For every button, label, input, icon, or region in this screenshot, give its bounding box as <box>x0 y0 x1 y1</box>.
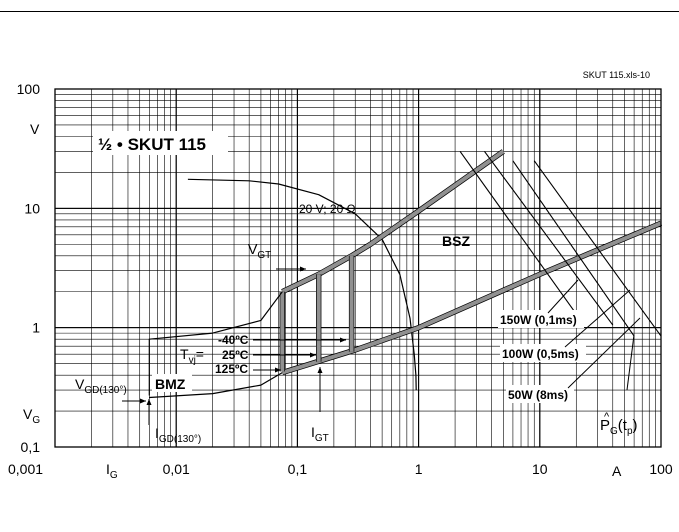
series-bsz_upper <box>281 149 505 294</box>
temp-label-25: 25ºC <box>222 348 249 362</box>
series-vgd_line <box>149 372 283 399</box>
series-pg50 <box>512 160 635 337</box>
series-layer <box>148 149 663 399</box>
temp-label-125: 125ºC <box>215 362 248 376</box>
y-unit: V <box>30 121 40 137</box>
x-tick-label: 1 <box>415 461 423 477</box>
doc-ref: SKUT 115.xls-10 <box>583 70 650 80</box>
temp-label-m40: -40ºC <box>218 333 249 347</box>
vgd-arrowhead <box>140 398 146 404</box>
plot-frame <box>54 88 662 448</box>
x-tick-label: 0,001 <box>8 461 43 477</box>
tvj-label: Tvj= <box>180 346 204 366</box>
bmz-box <box>152 374 192 392</box>
pg150-label: 150W (0,1ms) <box>500 313 577 327</box>
x-label: IG <box>106 461 118 481</box>
chart-title: ½ • SKUT 115 <box>98 135 206 154</box>
y-tick-label: 0,1 <box>21 439 41 455</box>
series-pg100 <box>484 151 614 326</box>
pg150-box <box>498 310 584 328</box>
y-tick-label: 10 <box>24 200 40 216</box>
igt-arrowhead <box>317 367 323 373</box>
temp-arrowhead-25 <box>310 352 316 358</box>
title-box <box>93 131 228 155</box>
bsz-label: BSZ <box>442 233 470 249</box>
pg-legend-label: PG(tp) <box>600 417 638 437</box>
vgt-label: VGT <box>248 241 271 261</box>
series-pg150 <box>459 151 577 315</box>
vgd-label: VGD(130°) <box>75 376 127 396</box>
vgt-arrowhead <box>300 266 306 272</box>
temp-arrowhead-125 <box>275 367 281 373</box>
pg100-label: 100W (0,5ms) <box>502 347 579 361</box>
y-label: VG <box>23 406 40 426</box>
y-tick-label: 1 <box>32 320 40 336</box>
series-pg_extra <box>533 160 662 337</box>
pg-hat: ^ <box>604 411 610 423</box>
x-unit: A <box>612 463 622 479</box>
tick-labels: 0,001 0,01 0,1 1 10 100 0,1 1 10 100 <box>8 81 673 477</box>
igt-label: IGT <box>311 424 329 444</box>
x-tick-label: 0,1 <box>288 461 308 477</box>
y-tick-label: 100 <box>17 81 41 97</box>
bmz-label: BMZ <box>155 376 186 392</box>
pg50-label: 50W (8ms) <box>508 388 568 402</box>
pg100-box <box>500 344 586 362</box>
igd-arrowhead <box>146 399 152 405</box>
pg-leader-lines <box>547 279 641 391</box>
x-tick-label: 0,01 <box>163 461 190 477</box>
x-tick-label: 10 <box>532 461 548 477</box>
series-min_trigger <box>148 291 283 396</box>
x-tick-label: 100 <box>649 461 673 477</box>
pg50-box <box>506 385 574 403</box>
load-line-label: 20 V; 20 Ω <box>299 202 356 216</box>
igd-label: IGD(130°) <box>155 425 201 445</box>
temp-arrowhead-m40 <box>340 337 346 343</box>
